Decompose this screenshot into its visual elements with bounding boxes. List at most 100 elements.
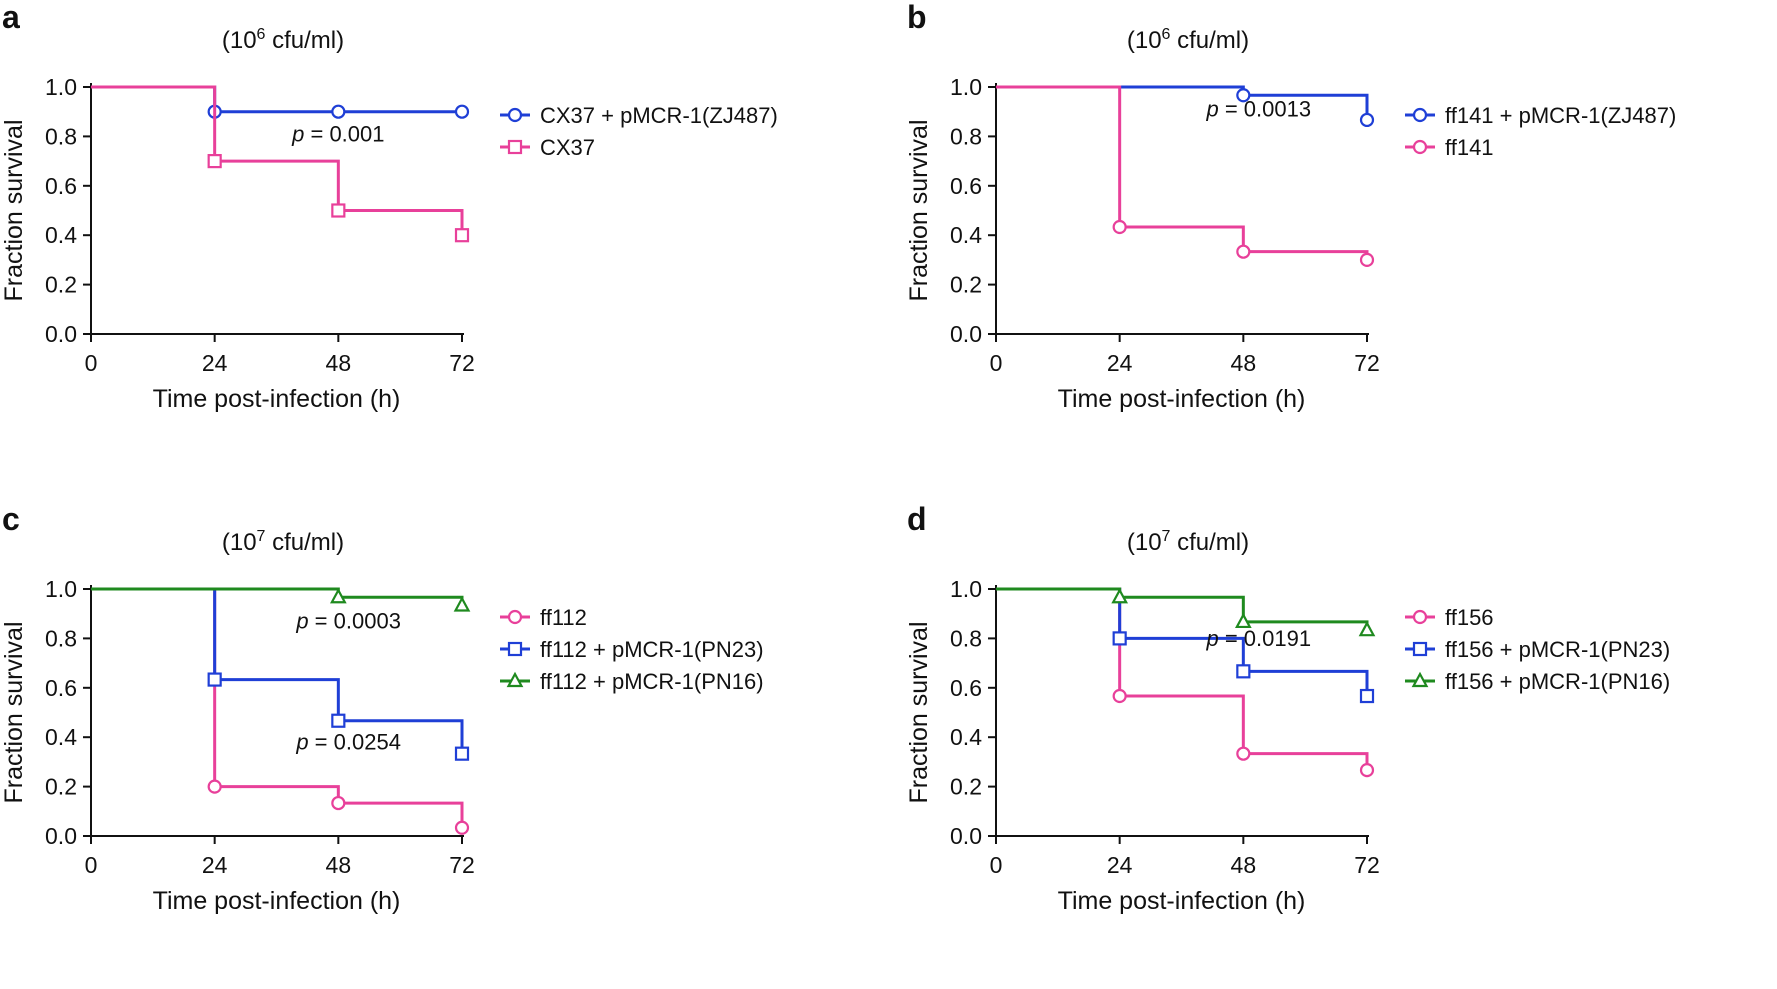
series-group	[91, 85, 470, 243]
series-line	[996, 587, 1369, 631]
series-group	[996, 85, 1375, 267]
x-tick-label: 24	[1107, 350, 1133, 376]
chart-panel-d: d (107 cfu/ml) 0.0 0.2 0.4 0.6 0.8 1.0 0 24 48 72 Ti…	[905, 501, 1777, 989]
x-axis-label: Time post-infection (h)	[153, 385, 401, 413]
title-unit: cfu/ml)	[1170, 529, 1249, 556]
legend-marker	[507, 609, 523, 625]
y-tick-label: 0.8	[950, 123, 982, 149]
p-symbol: p	[295, 609, 308, 634]
series-line	[91, 587, 464, 606]
title-exponent: 7	[1162, 528, 1171, 545]
legend-marker	[1412, 107, 1428, 123]
p-value-annotation: p = 0.0013	[1205, 97, 1311, 122]
series-line	[91, 587, 464, 754]
chart-title: (106 cfu/ml)	[1127, 26, 1249, 54]
data-point	[1112, 631, 1127, 646]
title-exponent: 7	[257, 528, 266, 545]
title-base: (10	[1127, 529, 1162, 556]
legend-label: ff112	[540, 605, 587, 630]
legend-marker	[1412, 641, 1428, 657]
chart-title: (106 cfu/ml)	[222, 26, 344, 54]
chart-panel-c: c (107 cfu/ml) 0.0 0.2 0.4 0.6 0.8 1.0 0 24 48 72 Ti…	[0, 501, 888, 989]
y-tick-label: 0.6	[45, 675, 77, 701]
title-exponent: 6	[1162, 26, 1171, 43]
series-line	[996, 85, 1369, 120]
data-point	[207, 672, 222, 687]
x-axis-label: Time post-infection (h)	[1058, 887, 1306, 915]
x-tick-label: 0	[85, 350, 98, 376]
y-axis-label: Fraction survival	[0, 622, 28, 804]
x-tick-label: 0	[85, 852, 98, 878]
series-line	[996, 85, 1369, 260]
title-unit: cfu/ml)	[265, 27, 344, 54]
data-point	[331, 713, 346, 728]
y-tick-label: 0.8	[45, 625, 77, 651]
data-point	[1359, 763, 1375, 778]
legend-label: ff156 + pMCR-1(PN23)	[1445, 637, 1670, 662]
p-symbol: p	[291, 121, 304, 146]
x-tick-label: 48	[326, 852, 352, 878]
legend-label: ff112 + pMCR-1(PN16)	[540, 669, 764, 694]
p-value: = 0.0191	[1219, 626, 1311, 651]
y-tick-label: 0.2	[45, 272, 77, 298]
data-point	[1358, 620, 1376, 637]
survival-chart-c: c (107 cfu/ml) 0.0 0.2 0.4 0.6 0.8 1.0 0 24 48 72 Ti…	[0, 501, 764, 915]
title-base: (10	[222, 529, 257, 556]
legend-marker	[507, 107, 523, 123]
title-unit: cfu/ml)	[1170, 27, 1249, 54]
p-value-annotation: p = 0.0191	[1205, 626, 1311, 651]
series-group	[91, 587, 470, 761]
y-tick-label: 0.4	[950, 724, 982, 750]
legend-marker	[1412, 139, 1428, 155]
x-tick-label: 0	[990, 350, 1003, 376]
data-point	[207, 779, 222, 794]
p-symbol: p	[1205, 97, 1218, 122]
y-tick-label: 0.4	[45, 724, 77, 750]
p-value-annotation: p = 0.0003	[295, 609, 401, 634]
legend-marker	[507, 139, 523, 155]
legend-label: CX37 + pMCR-1(ZJ487)	[540, 103, 778, 128]
title-unit: cfu/ml)	[265, 529, 344, 556]
legend-label: ff156 + pMCR-1(PN16)	[1445, 669, 1670, 694]
p-value: = 0.001	[304, 121, 384, 146]
data-point	[207, 154, 222, 169]
series-group	[996, 587, 1375, 778]
legend-label: ff112 + pMCR-1(PN23)	[540, 637, 764, 662]
data-point	[1111, 587, 1129, 604]
survival-chart-b: b (106 cfu/ml) 0.0 0.2 0.4 0.6 0.8 1.0 0 24 48 72 Ti…	[905, 0, 1676, 413]
legend-marker	[507, 641, 523, 657]
chart-title: (107 cfu/ml)	[222, 528, 344, 556]
series-group	[91, 85, 470, 119]
y-tick-label: 1.0	[45, 576, 77, 602]
data-point	[1359, 112, 1375, 128]
y-tick-label: 0.2	[950, 272, 982, 298]
series-line	[91, 85, 462, 114]
p-value-annotation: p = 0.0254	[295, 730, 401, 755]
y-tick-label: 0.4	[45, 222, 77, 248]
x-tick-label: 48	[1231, 350, 1257, 376]
x-tick-label: 24	[202, 350, 228, 376]
chart-panel-a: a (106 cfu/ml) 0.0 0.2 0.4 0.6 0.8 1.0 0 24 48 72 Ti…	[0, 0, 888, 487]
y-tick-label: 0.0	[45, 823, 77, 849]
legend-label: CX37	[540, 135, 595, 160]
series-line	[996, 587, 1369, 771]
series-line	[91, 85, 464, 236]
title-exponent: 6	[257, 26, 266, 43]
p-symbol: p	[1205, 626, 1218, 651]
data-point	[331, 203, 346, 218]
y-tick-label: 0.6	[950, 675, 982, 701]
y-tick-label: 0.8	[45, 123, 77, 149]
legend-marker	[1411, 671, 1429, 688]
data-point	[454, 228, 470, 243]
survival-chart-a: a (106 cfu/ml) 0.0 0.2 0.4 0.6 0.8 1.0 0 24 48 72 Ti…	[0, 0, 778, 413]
chart-panel-b: b (106 cfu/ml) 0.0 0.2 0.4 0.6 0.8 1.0 0 24 48 72 Ti…	[905, 0, 1777, 487]
p-value: = 0.0003	[309, 609, 401, 634]
legend-label: ff141	[1445, 135, 1494, 160]
chart-title: (107 cfu/ml)	[1127, 528, 1249, 556]
y-tick-label: 0.8	[950, 625, 982, 651]
data-point	[1112, 688, 1127, 704]
x-tick-label: 72	[1354, 350, 1380, 376]
x-tick-label: 72	[449, 350, 475, 376]
data-point	[454, 820, 470, 835]
panel-letter: c	[2, 501, 20, 537]
